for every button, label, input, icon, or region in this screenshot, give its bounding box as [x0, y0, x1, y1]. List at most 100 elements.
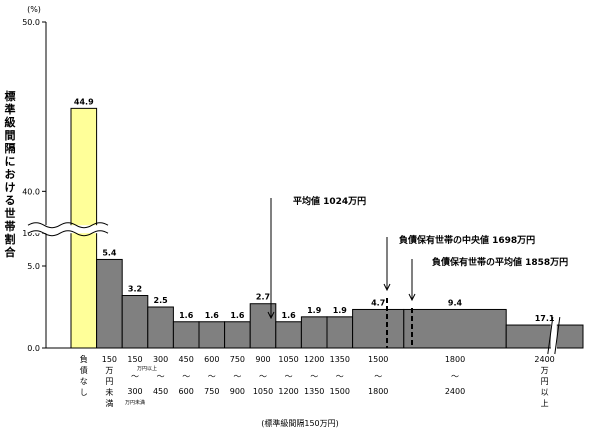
- bar-value-label: 1.6: [179, 311, 194, 320]
- category-label-to: 1800: [368, 387, 388, 396]
- category-label-to: 750: [204, 387, 219, 396]
- y-axis-label-char: 級: [5, 115, 16, 129]
- category-label-from: 150: [127, 355, 142, 364]
- y-tick-label: 40.0: [22, 187, 40, 196]
- category-label-from: 750: [230, 355, 245, 364]
- annotation-text: 平均値 1024万円: [293, 195, 366, 207]
- bar: [224, 321, 251, 349]
- category-label-line: 150: [102, 355, 117, 364]
- category-label-to: 300: [127, 387, 142, 396]
- bar-value-label: 4.7: [371, 298, 385, 307]
- category-range-marker: 〜: [208, 372, 216, 381]
- category-range-marker: 〜: [310, 372, 318, 381]
- category-label-line: 円: [541, 377, 549, 386]
- y-axis-label-char: 標: [5, 89, 16, 103]
- bar-value-label: 1.9: [307, 306, 322, 315]
- category-label-line: 万: [541, 366, 549, 375]
- bar: [249, 303, 277, 349]
- y-axis-label-char: 隔: [5, 141, 16, 155]
- bar: [96, 258, 123, 349]
- category-range-marker: 〜: [451, 372, 459, 381]
- bar-value-label: 44.9: [74, 97, 94, 106]
- category-range-marker: 〜: [259, 372, 267, 381]
- annotation-arrow-head: [383, 283, 391, 292]
- annotation-arrow-head: [408, 293, 416, 302]
- category-range-marker: 〜: [233, 372, 241, 381]
- category-label-to: 600: [179, 387, 194, 396]
- y-unit-label: (%): [27, 5, 41, 14]
- bar-value-label: 5.4: [102, 248, 117, 257]
- annotation-text: 負債保有世帯の平均値 1858万円: [432, 256, 568, 268]
- category-label-line: 万: [105, 366, 113, 375]
- axis-break-band: [28, 225, 99, 234]
- bar-value-label: 9.4: [448, 298, 463, 307]
- category-label-from: 1050: [278, 355, 298, 364]
- y-tick-label: 10.0: [22, 229, 40, 238]
- y-axis-label-char: け: [5, 181, 16, 194]
- bar: [121, 295, 149, 349]
- category-label-from: 900: [255, 355, 270, 364]
- bar: [326, 316, 354, 349]
- category-label-to: 2400: [445, 387, 465, 396]
- y-axis-label-char: 割: [5, 232, 16, 246]
- bar-value-label: 2.7: [256, 293, 270, 302]
- category-label-line: な: [80, 377, 88, 386]
- category-range-marker: 〜: [374, 372, 382, 381]
- category-label-to: 450: [153, 387, 168, 396]
- category-label-line: 円: [105, 377, 113, 386]
- y-axis-label-char: お: [5, 168, 16, 181]
- bar-value-label: 1.6: [282, 311, 297, 320]
- annotation-text: 負債保有世帯の中央値 1698万円: [399, 234, 535, 246]
- category-range-marker: 〜: [131, 372, 139, 381]
- category-label-from: 450: [179, 355, 194, 364]
- x-break-line-left: [547, 316, 554, 355]
- category-label-to: 1500: [330, 387, 350, 396]
- category-label-from: 600: [204, 355, 219, 364]
- x-axis-label: (標準級間隔150万円): [261, 418, 339, 428]
- category-label-to: 1350: [304, 387, 324, 396]
- category-range-marker: 〜: [336, 372, 344, 381]
- x-break-band: [550, 321, 557, 352]
- category-label-line: 以: [541, 388, 549, 397]
- bar-value-label: 17.1: [535, 314, 555, 323]
- bar-value-label: 1.6: [230, 311, 245, 320]
- category-range-marker: 〜: [182, 372, 190, 381]
- y-axis-label-char: る: [5, 194, 16, 207]
- category-label-from: 1800: [445, 355, 465, 364]
- category-label-to: 1200: [278, 387, 298, 396]
- y-axis-label-char: 間: [5, 129, 16, 142]
- y-axis-label-char: 世: [5, 206, 16, 220]
- category-label-line: 満: [105, 399, 113, 408]
- y-axis-label-char: 準: [5, 102, 16, 116]
- category-label-from: 1350: [330, 355, 350, 364]
- bar: [172, 321, 200, 349]
- category-label-from: 1200: [304, 355, 324, 364]
- category-label-to: 900: [230, 387, 245, 396]
- category-label-line: 債: [80, 365, 88, 375]
- annotation-arrow-head: [267, 311, 275, 320]
- y-axis-label-char: に: [5, 155, 16, 168]
- bar: [352, 308, 405, 349]
- axis-break-line-top: [27, 222, 109, 229]
- bar-value-label: 2.5: [154, 296, 169, 305]
- y-tick-label: 50.0: [22, 18, 40, 27]
- x-break-line-right: [554, 316, 561, 355]
- category-label-from: 300: [153, 355, 168, 364]
- category-label-to: 1050: [253, 387, 273, 396]
- bar: [300, 316, 328, 349]
- y-tick-label: 5.0: [27, 262, 40, 271]
- bar: [275, 321, 302, 349]
- category-label-line: 上: [541, 399, 549, 408]
- category-range-marker: 〜: [285, 372, 293, 381]
- bar-value-label: 1.6: [205, 311, 220, 320]
- category-small-top: 万円以上: [137, 365, 157, 372]
- category-label-from: 1500: [368, 355, 388, 364]
- y-axis-label-char: 帯: [5, 219, 16, 233]
- category-label-line: 未: [105, 387, 113, 397]
- category-label-line: し: [80, 388, 88, 397]
- bar: [505, 324, 584, 349]
- bar: [198, 321, 226, 349]
- bar-value-label: 3.2: [128, 285, 142, 294]
